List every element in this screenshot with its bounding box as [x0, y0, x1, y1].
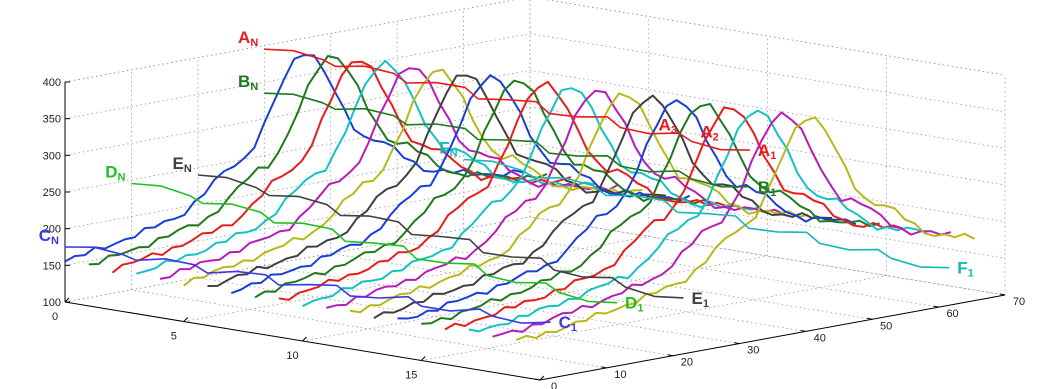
z-tick-label: 300: [43, 150, 61, 162]
y-tick-label: 20: [681, 357, 693, 369]
y-tick-mark: [601, 366, 607, 369]
series-curves: [64, 54, 976, 341]
z-tick-label: 350: [43, 114, 61, 126]
curve-label: D1: [625, 294, 643, 315]
y-tick-mark: [734, 342, 740, 345]
series-line: [373, 94, 833, 320]
curve-label: AN: [238, 28, 258, 49]
y-tick-label: 70: [1013, 296, 1025, 308]
curve-label: BN: [238, 72, 258, 93]
series-line: [159, 67, 619, 280]
y-tick-label: 40: [814, 332, 826, 344]
grid-line: [64, 0, 531, 303]
y-tick-label: 10: [614, 369, 626, 381]
y-tick-mark: [800, 329, 806, 332]
series-line: [326, 89, 786, 309]
y-tick-mark: [867, 317, 873, 320]
series-line: [421, 103, 880, 325]
y-tick-label: 0: [551, 381, 557, 389]
series-line: [468, 109, 928, 333]
envelope-line: [197, 174, 684, 299]
x-tick-mark: [183, 317, 189, 322]
envelope-line: [463, 158, 950, 269]
grid-line: [64, 33, 1006, 120]
y-tick-mark: [534, 378, 541, 381]
curve-label: B1: [758, 178, 776, 199]
grid-line: [64, 216, 1006, 303]
series-line: [302, 87, 762, 308]
curve-label: A3: [659, 116, 677, 137]
tick-labels: 1001502002503003504000510152001020304050…: [43, 77, 1025, 389]
x-tick-label: 5: [171, 331, 177, 343]
series-line: [183, 68, 643, 287]
series-line: [444, 106, 904, 331]
y-tick-mark: [667, 354, 673, 357]
x-tick-label: 0: [52, 311, 58, 323]
curve-label: EN: [173, 154, 192, 175]
z-tick-label: 250: [43, 187, 61, 199]
x-tick-label: 10: [286, 350, 298, 362]
x-tick-mark: [302, 336, 307, 342]
series-line: [230, 74, 691, 295]
x-tick-label: 15: [405, 370, 417, 382]
z-tick-label: 200: [43, 224, 61, 236]
z-tick-label: 100: [43, 297, 61, 309]
y-tick-label: 30: [747, 345, 759, 357]
z-tick-label: 150: [43, 260, 61, 272]
y-tick-mark: [933, 305, 939, 308]
z-tick-label: 400: [43, 77, 61, 89]
y-tick-label: 60: [946, 308, 958, 320]
envelope-line: [131, 182, 618, 304]
envelope-lines: [64, 48, 950, 324]
envelope-line: [264, 92, 750, 188]
x-tick-mark: [420, 356, 426, 361]
curve-label: F1: [957, 259, 974, 280]
grid-line: [64, 0, 1006, 83]
grid-line: [302, 36, 768, 342]
grid-line: [421, 55, 887, 361]
y-tick-label: 50: [880, 320, 892, 332]
curve-label: FN: [439, 138, 457, 159]
y-tick-mark: [999, 293, 1006, 296]
series-line: [397, 99, 857, 320]
curve-label: DN: [105, 163, 125, 184]
series-line: [88, 55, 548, 266]
x-tick-mark: [539, 375, 545, 381]
grid-line: [64, 69, 1006, 156]
grid-line: [64, 106, 1006, 193]
grid-line: [463, 9, 939, 308]
curve-label: A1: [758, 141, 776, 162]
curve-label: A2: [700, 123, 718, 144]
chart-box: [64, 82, 1006, 381]
x-tick-mark: [64, 297, 70, 303]
envelope-line: [64, 246, 551, 324]
envelope-line: [264, 48, 750, 151]
series-line: [492, 111, 952, 338]
series-line: [207, 74, 666, 287]
y-axis-line: [539, 294, 1006, 381]
grid-line: [64, 82, 541, 381]
grid-line: [183, 16, 650, 322]
grid-line: [64, 0, 1006, 83]
